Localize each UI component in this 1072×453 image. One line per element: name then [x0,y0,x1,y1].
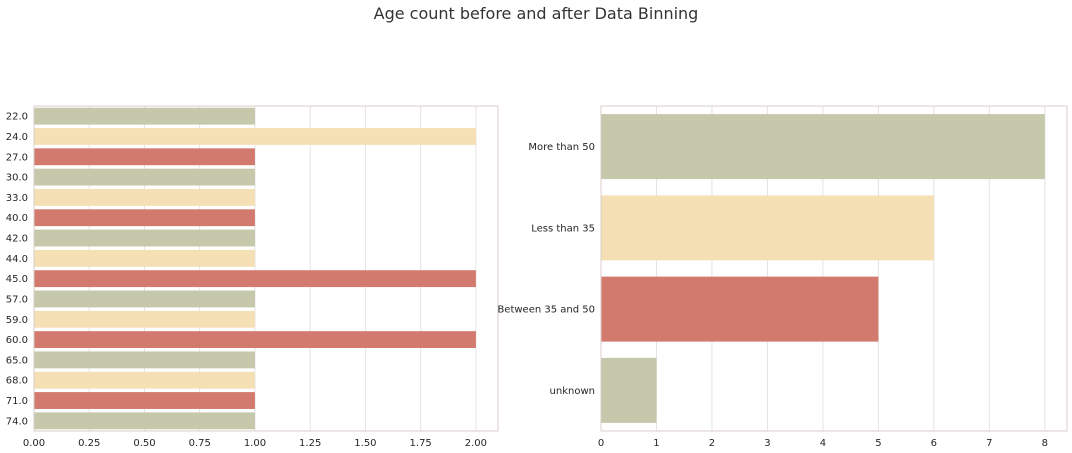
x-tick-label: 8 [1042,438,1048,449]
x-tick-label: 2 [709,438,715,449]
y-tick-label: 44.0 [6,254,28,265]
bar [34,168,255,186]
x-tick-label: 1.25 [299,438,321,449]
y-tick-label: 57.0 [6,294,28,305]
bar [34,351,255,369]
bar [34,128,476,145]
y-tick-label: 68.0 [6,376,28,387]
figure-title: Age count before and after Data Binning [373,4,699,23]
y-tick-label: 42.0 [6,234,28,245]
x-tick-label: 0.00 [23,438,45,449]
x-tick-label: 1 [653,438,659,449]
x-tick-label: 4 [820,438,826,449]
y-tick-label: 33.0 [6,193,28,204]
bar [34,310,255,328]
bar [601,357,657,423]
y-tick-label: More than 50 [528,142,595,153]
y-tick-label: 22.0 [6,112,28,123]
x-tick-label: 0.75 [189,438,211,449]
y-tick-label: 65.0 [6,355,28,366]
plot-frame [33,105,499,432]
y-tick-label: 59.0 [6,315,28,326]
y-tick-label: Between 35 and 50 [497,305,595,316]
bar [34,290,255,308]
x-tick-label: 2.00 [465,438,487,449]
y-tick-label: Less than 35 [531,223,595,234]
x-tick-label: 7 [986,438,992,449]
bar [34,188,255,206]
y-tick-label: 74.0 [6,416,28,427]
bar [34,148,255,166]
bar [34,249,255,267]
y-tick-label: unknown [550,386,595,397]
bar [34,371,255,389]
y-tick-label: 71.0 [6,396,28,407]
bar [601,114,1045,180]
chart-right: 0 1 2 3 4 5 6 7 8 More than 50 Less than 35 Between… [497,105,1068,449]
chart-left: 0.00 0.25 0.50 0.75 1.00 1.25 1.50 1.75 2.00 22.0… [6,105,499,449]
y-tick-label: 45.0 [6,274,28,285]
x-tick-label: 1.50 [354,438,376,449]
bar [34,229,255,247]
x-tick-label: 3 [764,438,770,449]
x-tick-label: 6 [931,438,937,449]
x-tick-label: 0.25 [78,438,100,449]
x-tick-label: 0 [598,438,604,449]
bar [34,331,476,349]
x-tick-label: 0.50 [133,438,155,449]
y-tick-label: 40.0 [6,213,28,224]
y-tick-label: 60.0 [6,335,28,346]
bar [34,107,255,125]
bar [34,412,255,430]
bar [34,209,255,227]
bar [601,195,934,261]
bar [34,270,476,288]
y-tick-label: 30.0 [6,173,28,184]
x-tick-label: 1.00 [244,438,266,449]
x-tick-label: 5 [875,438,881,449]
bar [601,276,879,342]
plot-frame [600,105,1068,432]
bar [34,392,255,409]
y-tick-label: 27.0 [6,152,28,163]
y-tick-label: 24.0 [6,132,28,143]
x-tick-label: 1.75 [410,438,432,449]
